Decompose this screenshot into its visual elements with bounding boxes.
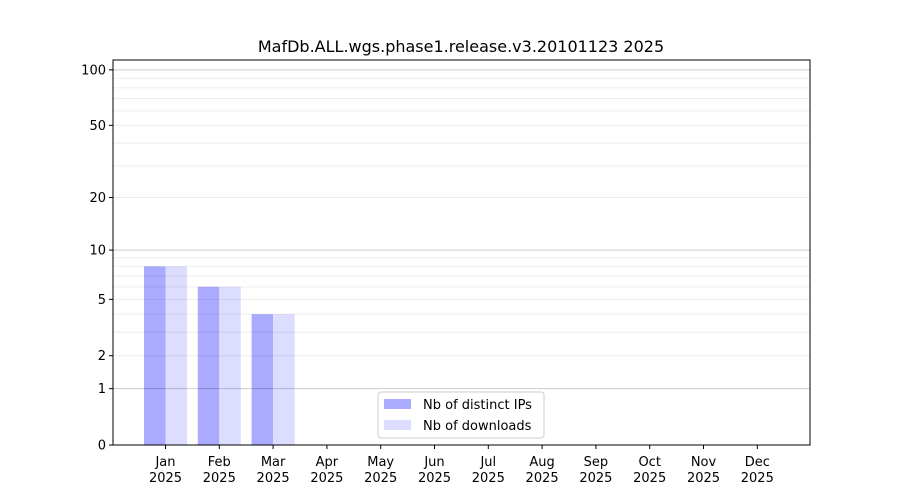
x-tick-label: Oct 2025 — [633, 455, 666, 486]
x-tick-label: Dec 2025 — [741, 455, 774, 486]
x-tick-label: Apr 2025 — [310, 455, 343, 486]
plot-frame — [112, 59, 811, 446]
legend-swatch — [384, 420, 411, 430]
x-tick-label: Jan 2025 — [149, 455, 182, 486]
y-tick-label: 0 — [98, 439, 106, 454]
legend: Nb of distinct IPs Nb of downloads — [377, 391, 545, 439]
bar-distinct-ips — [144, 266, 166, 445]
y-tick-label: 5 — [98, 293, 106, 308]
legend-label: Nb of distinct IPs — [423, 398, 532, 413]
x-tick-label: Nov 2025 — [687, 455, 720, 486]
y-tick-label: 10 — [89, 244, 106, 259]
y-tick-label: 100 — [81, 63, 106, 78]
y-tick-label: 2 — [98, 349, 106, 364]
bar-downloads — [219, 286, 241, 445]
x-tick-label: Sep 2025 — [579, 455, 612, 486]
chart-title: MafDb.ALL.wgs.phase1.release.v3.20101123… — [258, 37, 664, 56]
legend-label: Nb of downloads — [423, 419, 532, 434]
legend-swatch — [384, 399, 411, 409]
x-tick-label: Feb 2025 — [203, 455, 236, 486]
legend-box — [377, 391, 545, 439]
y-tick-label: 20 — [89, 191, 106, 206]
x-tick-label: Aug 2025 — [526, 455, 559, 486]
x-tick-label: May 2025 — [364, 455, 397, 486]
x-tick-label: Mar 2025 — [257, 455, 290, 486]
y-tick-label: 1 — [98, 382, 106, 397]
bar-distinct-ips — [197, 286, 220, 445]
bar-downloads — [273, 314, 295, 445]
x-tick-label: Jun 2025 — [418, 455, 451, 486]
bar-downloads — [165, 266, 187, 445]
y-tick-label: 50 — [89, 119, 106, 134]
bar-distinct-ips — [251, 314, 274, 445]
x-tick-label: Jul 2025 — [472, 455, 505, 486]
